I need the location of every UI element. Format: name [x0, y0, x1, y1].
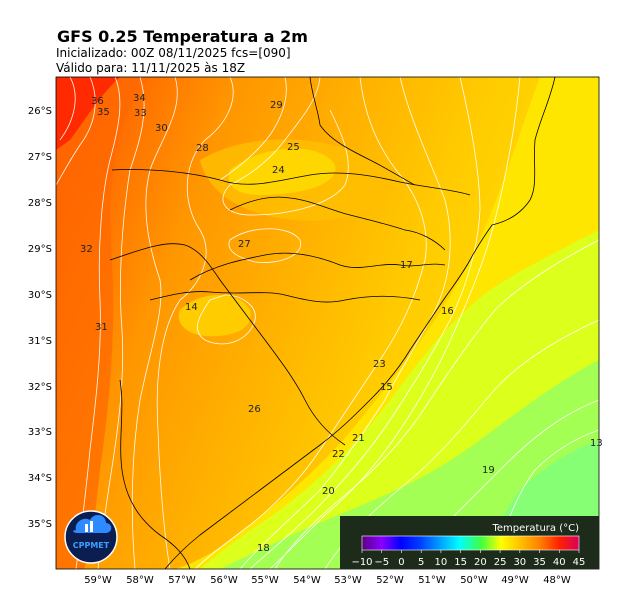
colorbar-tick-label: 5	[418, 557, 424, 568]
isotherm-line	[228, 228, 301, 263]
contour-label: 26	[248, 404, 261, 415]
isotherm-line	[59, 77, 76, 141]
country-border	[109, 243, 346, 446]
field-hottest-corner	[56, 77, 120, 150]
contour-label: 18	[257, 543, 270, 554]
lon-label: 54°W	[293, 575, 321, 586]
contour-label: 16	[441, 306, 454, 317]
lon-label: 51°W	[418, 575, 446, 586]
logo-text: CPPMET	[73, 541, 110, 550]
plot-frame	[55, 76, 600, 570]
lat-label: 30°S	[28, 290, 52, 301]
isotherm-line	[269, 77, 521, 569]
contour-label: 30	[155, 123, 168, 134]
colorbar-tick-label: 10	[435, 557, 448, 568]
lon-label: 49°W	[501, 575, 529, 586]
contour-label: 29	[270, 100, 283, 111]
isotherm-line	[75, 77, 121, 569]
field-hot-west	[56, 77, 150, 569]
lat-label: 32°S	[28, 382, 52, 393]
lon-label: 48°W	[543, 575, 571, 586]
state-border	[309, 77, 416, 186]
contour-label: 22	[332, 449, 345, 460]
lat-label: 34°S	[28, 473, 52, 484]
coastline	[164, 77, 556, 569]
isotherm-line	[222, 77, 349, 216]
contour-label: 36	[91, 96, 104, 107]
contour-label: 32	[80, 244, 93, 255]
isotherm-line	[194, 77, 427, 569]
lon-label: 50°W	[460, 575, 488, 586]
lon-label: 58°W	[126, 575, 154, 586]
colorbar-tick-label: 25	[494, 557, 507, 568]
contour-label: 31	[95, 322, 108, 333]
isotherm-line	[56, 77, 96, 186]
contour-label: 27	[238, 239, 251, 250]
contour-label: 24	[272, 165, 285, 176]
state-border	[189, 252, 446, 281]
colorbar-title: Temperatura (°C)	[491, 523, 579, 534]
state-border	[229, 196, 446, 251]
lat-label: 35°S	[28, 519, 52, 530]
contour-label: 35	[97, 107, 110, 118]
lon-label: 52°W	[376, 575, 404, 586]
country-border	[119, 379, 191, 569]
colorbar-tick-label: 30	[513, 557, 526, 568]
colorbar	[361, 535, 580, 551]
lon-label: 56°W	[210, 575, 238, 586]
isotherm-line	[239, 77, 451, 569]
lat-label: 31°S	[28, 336, 52, 347]
contour-label: 23	[373, 359, 386, 370]
field-yellow-pocket	[228, 148, 336, 195]
isotherm-line	[97, 77, 145, 569]
contour-label: 28	[196, 143, 209, 154]
colorbar-tick-label: 0	[398, 557, 404, 568]
state-border	[149, 291, 421, 303]
lon-label: 53°W	[334, 575, 362, 586]
contour-label: 19	[482, 465, 495, 476]
cppmet-logo: CPPMET	[64, 510, 118, 564]
isotherm-line	[274, 239, 599, 569]
colorbar-tick-label: −10	[351, 557, 372, 568]
contour-label: 17	[400, 260, 413, 271]
contour-label: 14	[185, 302, 198, 313]
state-border	[111, 169, 471, 196]
contour-label: 33	[134, 108, 147, 119]
lat-label: 27°S	[28, 152, 52, 163]
lon-label: 55°W	[251, 575, 279, 586]
contour-label: 20	[322, 486, 335, 497]
lat-label: 26°S	[28, 106, 52, 117]
contour-label: 13	[590, 438, 603, 449]
isotherm-line	[131, 77, 178, 569]
field-south-pocket	[178, 295, 251, 337]
colorbar-tick-label: 20	[474, 557, 487, 568]
isotherm-line	[196, 294, 256, 345]
contour-label: 21	[352, 433, 365, 444]
map-title: GFS 0.25 Temperatura a 2m	[57, 27, 308, 46]
valid-info: Válido para: 11/11/2025 às 18Z	[56, 61, 246, 75]
colorbar-tick-label: −5	[374, 557, 389, 568]
isotherm-line	[219, 77, 287, 181]
lat-label: 28°S	[28, 198, 52, 209]
lon-label: 57°W	[168, 575, 196, 586]
contour-label: 15	[380, 382, 393, 393]
colorbar-tick-label: 15	[454, 557, 467, 568]
colorbar-tick-label: 40	[553, 557, 566, 568]
colorbar-tick-label: 45	[573, 557, 586, 568]
lon-label: 59°W	[84, 575, 112, 586]
init-info: Inicializado: 00Z 08/11/2025 fcs=[090]	[56, 46, 291, 60]
isotherm-line	[156, 77, 234, 569]
isotherm-line	[249, 77, 481, 569]
contour-label: 34	[133, 93, 146, 104]
colorbar-tick-label: 35	[533, 557, 546, 568]
chart-bars-icon	[85, 524, 88, 532]
contour-label: 25	[287, 142, 300, 153]
lat-label: 29°S	[28, 244, 52, 255]
colorbar-panel: Temperatura (°C) −10 −5 0 5 10 15 20 25 30 35 40 45	[340, 516, 599, 569]
lat-label: 33°S	[28, 427, 52, 438]
